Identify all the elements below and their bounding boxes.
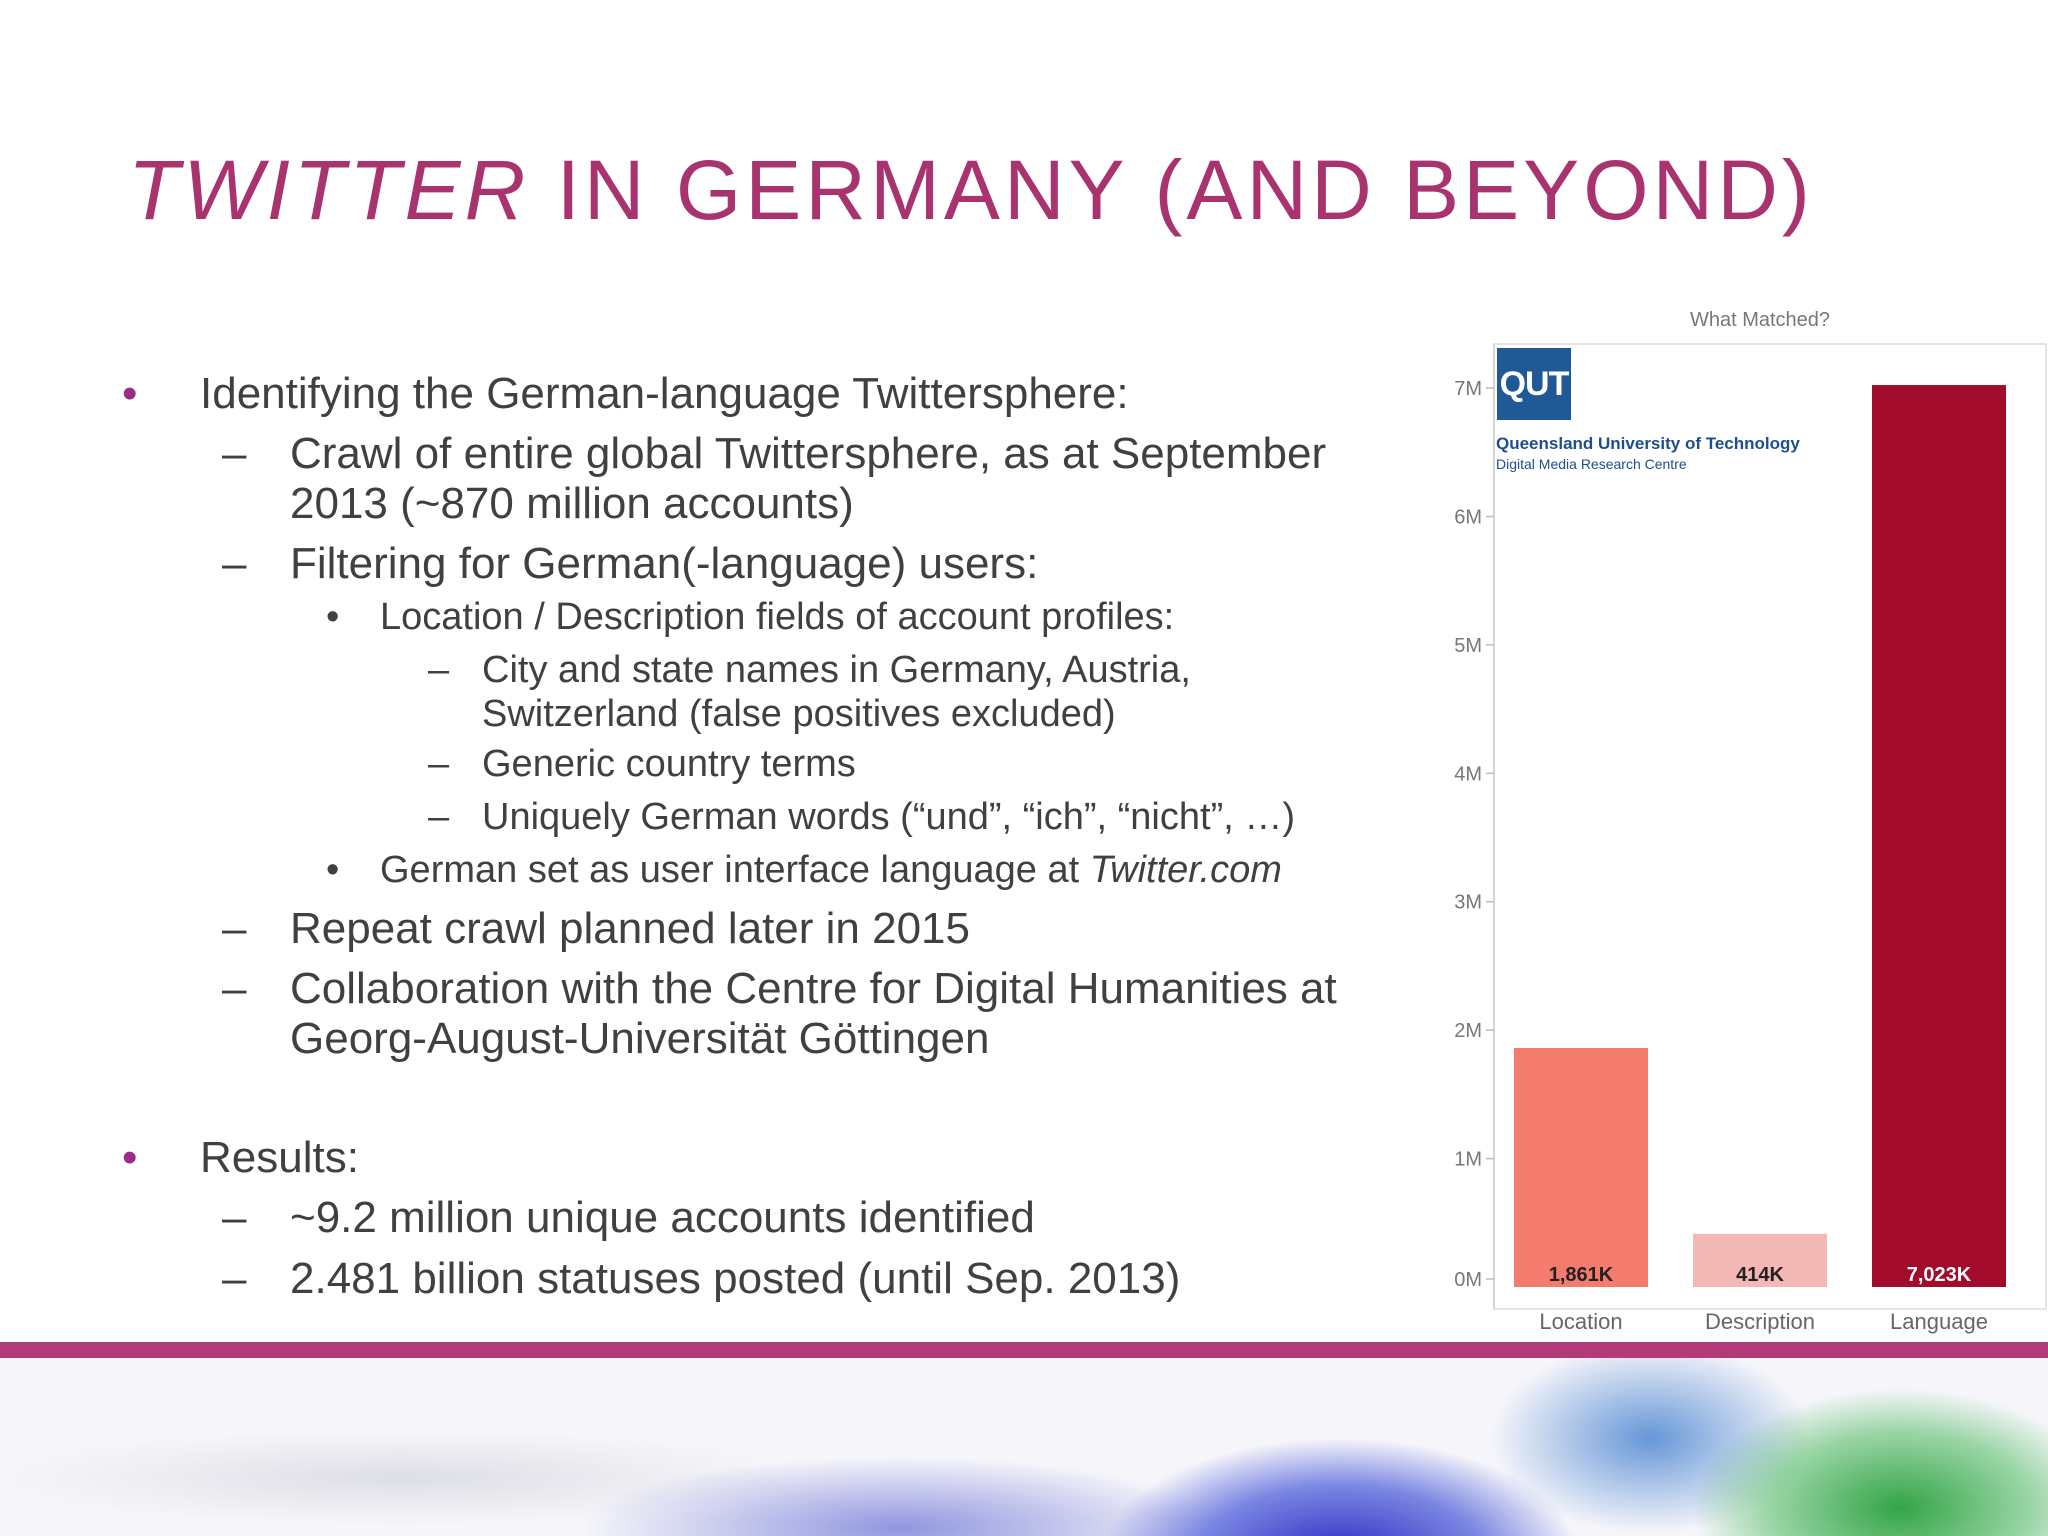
bar-location	[1514, 1047, 1648, 1287]
slide-title-rest: IN GERMANY (AND BEYOND)	[529, 143, 1814, 237]
bar-value-label: 7,023K	[1907, 1264, 1972, 1286]
bullet-level-2: Crawl of entire global Twittersphere, as…	[290, 428, 1326, 481]
bar-language	[1872, 385, 2006, 1287]
bullet-level-3: German set as user interface language at…	[380, 848, 1282, 894]
bullet-text: German set as user interface language at	[380, 849, 1090, 891]
bullet-text: 2013 (~870 million accounts)	[290, 479, 854, 528]
bullet-text: Identifying the German-language Twitters…	[200, 369, 1129, 418]
bullet-text: Collaboration with the Centre for Digita…	[290, 964, 1337, 1013]
bullet-text: 2.481 billion statuses posted (until Sep…	[290, 1254, 1181, 1303]
slide-title: TWITTER IN GERMANY (AND BEYOND)	[128, 148, 1814, 232]
y-tick-label: 4M	[1454, 763, 1482, 785]
qut-name: Queensland University of Technology	[1496, 434, 1800, 453]
bullet-marker: –	[428, 743, 450, 785]
chart-title: What Matched?	[1690, 309, 1830, 331]
bullet-text: Uniquely German words (“und”, “ich”, “ni…	[482, 796, 1295, 838]
bullet-marker: •	[326, 849, 340, 891]
bullet-marker: –	[222, 539, 247, 588]
bullet-level-4: Uniquely German words (“und”, “ich”, “ni…	[482, 795, 1295, 841]
bullet-level-2: Collaboration with the Centre for Digita…	[290, 963, 1337, 1016]
y-tick-label: 1M	[1454, 1149, 1482, 1171]
bullet-marker: –	[428, 649, 450, 691]
bullet-text: Generic country terms	[482, 743, 856, 785]
bullet-text: Location / Description fields of account…	[380, 596, 1175, 638]
bar-value-label: 1,861K	[1549, 1264, 1614, 1286]
bullet-marker: –	[222, 964, 247, 1013]
x-category-label: Location	[1539, 1309, 1622, 1334]
bullet-text: ~9.2 million unique accounts identified	[290, 1193, 1035, 1242]
bullet-text: Filtering for German(-language) users:	[290, 539, 1039, 588]
bullet-marker: •	[122, 369, 138, 418]
y-tick-label: 7M	[1454, 378, 1482, 400]
bullet-level-2: Repeat crawl planned later in 2015	[290, 903, 970, 956]
bullet-level-2: 2013 (~870 million accounts)	[290, 478, 854, 531]
bullet-level-2: Filtering for German(-language) users:	[290, 538, 1038, 591]
bullet-marker: –	[222, 429, 247, 478]
bullet-text: Georg-August-Universität Göttingen	[290, 1014, 990, 1063]
bullet-marker: •	[326, 596, 340, 638]
y-tick-label: 0M	[1454, 1269, 1482, 1291]
y-tick-label: 3M	[1454, 892, 1482, 914]
bar-description	[1693, 1233, 1827, 1287]
footer-rule	[0, 1342, 2048, 1358]
bullet-text: Switzerland (false positives excluded)	[482, 693, 1116, 735]
bullet-level-2: ~9.2 million unique accounts identified	[290, 1192, 1035, 1245]
qut-logo: QUT	[1497, 348, 1571, 420]
x-category-label: Description	[1705, 1309, 1815, 1334]
y-tick-label: 6M	[1454, 506, 1482, 528]
y-tick-label: 2M	[1454, 1020, 1482, 1042]
bullet-level-1: Identifying the German-language Twitters…	[200, 368, 1129, 421]
bullet-marker: –	[222, 1254, 247, 1303]
what-matched-chart: What Matched? 0M 1M 2M 3M 4M 5M 6M 7M 1,861K Locat…	[1400, 296, 2048, 1346]
bullet-level-4: Switzerland (false positives excluded)	[482, 692, 1116, 738]
slide-title-italic: TWITTER	[128, 143, 530, 237]
bullet-text-italic: Twitter.com	[1089, 849, 1282, 891]
bullet-level-2: 2.481 billion statuses posted (until Sep…	[290, 1253, 1180, 1306]
bullet-level-1: Results:	[200, 1132, 359, 1185]
bar-value-label: 414K	[1736, 1264, 1784, 1286]
bullet-text: Crawl of entire global Twittersphere, as…	[290, 429, 1327, 478]
bullet-marker: –	[222, 1193, 247, 1242]
bullet-text: City and state names in Germany, Austria…	[482, 649, 1191, 691]
y-tick-label: 5M	[1454, 635, 1482, 657]
bullet-level-4: Generic country terms	[482, 742, 856, 788]
bullet-level-2: Georg-August-Universität Göttingen	[290, 1013, 989, 1066]
bullet-level-4: City and state names in Germany, Austria…	[482, 648, 1191, 694]
footer-decoration	[0, 1358, 2048, 1536]
bullet-marker: –	[222, 904, 247, 953]
qut-unit: Digital Media Research Centre	[1496, 456, 1687, 472]
bullet-text: Results:	[200, 1133, 359, 1182]
bullet-marker: –	[428, 796, 450, 838]
bullet-text: Repeat crawl planned later in 2015	[290, 904, 971, 953]
bullet-marker: •	[122, 1133, 138, 1182]
x-category-label: Language	[1890, 1309, 1988, 1334]
bullet-level-3: Location / Description fields of account…	[380, 595, 1174, 641]
chart-canvas: What Matched? 0M 1M 2M 3M 4M 5M 6M 7M 1,861K Locat…	[1454, 309, 2047, 1334]
